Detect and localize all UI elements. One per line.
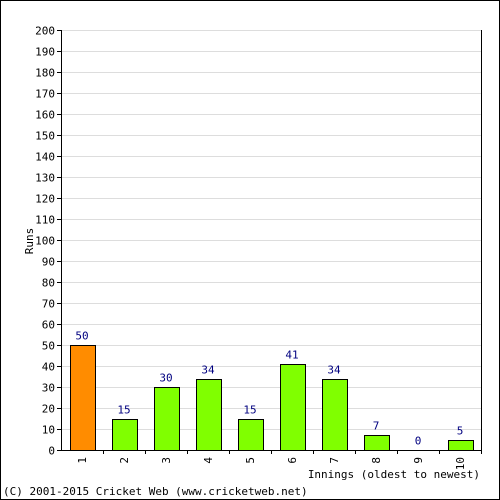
data-label: 50 — [75, 330, 88, 343]
y-tick-label: 40 — [42, 361, 55, 374]
x-tick-label: 3 — [160, 457, 173, 464]
data-label: 7 — [373, 420, 380, 433]
y-tick-label: 100 — [35, 235, 55, 248]
y-tick-label: 0 — [48, 445, 55, 458]
grid-lines — [61, 30, 481, 430]
y-axis-title: Runs — [23, 228, 36, 255]
y-tick-label: 130 — [35, 172, 55, 185]
bar — [112, 419, 138, 451]
bar — [280, 364, 306, 451]
x-tick-label: 5 — [244, 457, 257, 464]
x-tick-label: 4 — [202, 457, 215, 464]
y-tick-label: 90 — [42, 256, 55, 269]
bars — [70, 345, 474, 451]
x-tick-label: 1 — [76, 457, 89, 464]
axes — [57, 30, 482, 454]
x-axis-title: Innings (oldest to newest) — [308, 468, 480, 481]
bar — [448, 440, 474, 451]
x-tick-label: 9 — [412, 457, 425, 464]
bar — [322, 379, 348, 451]
y-tick-label: 110 — [35, 214, 55, 227]
data-label: 15 — [117, 404, 130, 417]
y-tick-label: 160 — [35, 109, 55, 122]
x-tick-label: 2 — [118, 457, 131, 464]
bar — [196, 379, 222, 451]
x-tick-label: 7 — [328, 457, 341, 464]
y-tick-label: 170 — [35, 88, 55, 101]
data-label: 34 — [327, 364, 341, 377]
y-tick-label: 50 — [42, 340, 55, 353]
y-tick-labels: 0 10 20 30 40 50 60 70 80 90 100 110 120 130 140 150 160… — [35, 25, 55, 458]
y-tick-label: 200 — [35, 25, 55, 38]
y-tick-label: 80 — [42, 277, 55, 290]
value-labels: 50 15 30 34 15 41 34 7 0 5 — [75, 330, 463, 448]
x-tick-label: 6 — [286, 457, 299, 464]
y-tick-label: 180 — [35, 67, 55, 80]
data-label: 41 — [285, 349, 298, 362]
y-tick-label: 10 — [42, 424, 55, 437]
data-label: 34 — [201, 364, 215, 377]
y-tick-label: 20 — [42, 403, 55, 416]
y-tick-label: 60 — [42, 319, 55, 332]
y-tick-label: 140 — [35, 151, 55, 164]
y-tick-label: 150 — [35, 130, 55, 143]
y-tick-label: 70 — [42, 298, 55, 311]
x-tick-label: 10 — [454, 457, 467, 470]
y-tick-label: 30 — [42, 382, 55, 395]
x-tick-labels: 1 2 3 4 5 6 7 8 9 10 — [76, 457, 467, 471]
data-label: 0 — [415, 435, 422, 448]
data-label: 5 — [457, 425, 464, 438]
bar — [154, 387, 180, 451]
bar — [70, 345, 96, 451]
bar — [364, 435, 390, 451]
data-label: 30 — [159, 372, 172, 385]
data-label: 15 — [243, 404, 256, 417]
bar — [238, 419, 264, 451]
y-tick-label: 120 — [35, 193, 55, 206]
x-tick-label: 8 — [370, 457, 383, 464]
y-tick-label: 190 — [35, 46, 55, 59]
copyright-footer: (C) 2001-2015 Cricket Web (www.cricketwe… — [3, 485, 308, 498]
